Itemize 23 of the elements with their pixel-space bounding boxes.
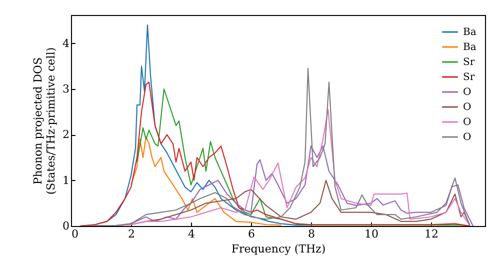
y-tick-label: 0 (62, 220, 70, 232)
legend-label: Sr (463, 72, 475, 83)
legend-label: O (463, 87, 472, 98)
x-tick-label: 2 (128, 228, 135, 240)
legend-label: Ba (463, 27, 476, 38)
y-tick-label: 1 (62, 174, 70, 187)
y-tick-label: 2 (62, 128, 70, 142)
x-tick-label: 4 (188, 228, 195, 240)
legend-label: O (463, 102, 472, 113)
y-axis-title: Phonon projected DOS (States/THz·primitive cell) (32, 47, 58, 195)
x-tick-label: 6 (248, 228, 255, 240)
x-tick-label: 0 (72, 228, 78, 240)
x-tick-label: 10 (364, 228, 378, 240)
legend-label: O (463, 117, 472, 128)
line-series (130, 136, 282, 226)
x-tick-label: 12 (424, 228, 438, 240)
x-axis-title: Frequency (THz) (231, 242, 326, 256)
x-tick-label: 8 (308, 228, 315, 240)
y-tick-label: 4 (62, 36, 70, 50)
y-tick-label: 3 (62, 82, 70, 96)
legend-label: Ba (463, 42, 476, 53)
legend-label: O (463, 132, 472, 143)
legend-label: Sr (463, 57, 475, 68)
